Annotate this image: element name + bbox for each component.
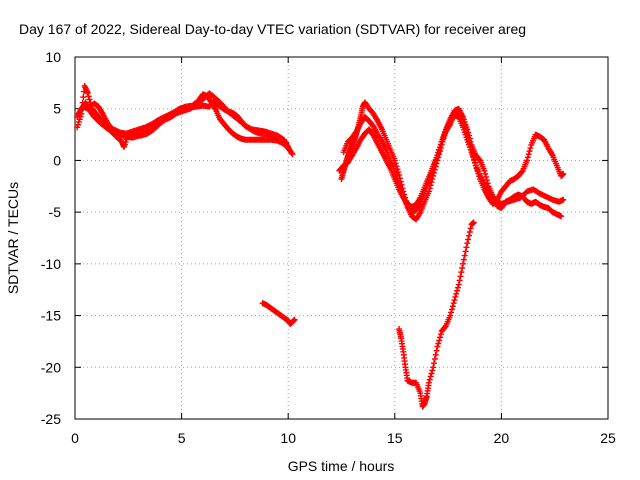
data-point: [447, 312, 454, 319]
data-point: [457, 273, 464, 280]
data-point: [448, 309, 455, 316]
data-point: [442, 323, 449, 330]
data-point: [465, 236, 472, 243]
y-tick-label: -10: [41, 256, 61, 272]
x-tick-label: 0: [71, 430, 79, 446]
data-point: [523, 157, 530, 164]
data-point: [448, 306, 455, 313]
data-point: [429, 367, 436, 374]
x-tick-label: 10: [280, 430, 296, 446]
series-trace-8: [396, 219, 477, 410]
data-point: [459, 264, 466, 271]
data-point: [289, 151, 296, 158]
data-point: [450, 300, 457, 307]
data-point: [392, 160, 399, 167]
series-trace-6: [340, 107, 567, 216]
data-point: [84, 90, 91, 97]
data-point: [281, 139, 288, 146]
data-point: [436, 337, 443, 344]
data-point: [285, 143, 292, 150]
data-point: [430, 364, 437, 371]
data-point: [463, 244, 470, 251]
data-point: [290, 317, 297, 324]
x-tick-labels: 0 5 10 15 20 25: [71, 430, 616, 446]
data-point: [80, 94, 87, 101]
data-point: [560, 170, 567, 177]
data-point: [454, 284, 461, 291]
y-tick-labels: -25 -20 -15 -10 -5 0 5 10: [41, 49, 61, 427]
data-point: [436, 334, 443, 341]
y-tick-label: -5: [49, 204, 62, 220]
data-point: [451, 297, 458, 304]
data-point: [456, 277, 463, 284]
y-tick-label: -25: [41, 411, 61, 427]
data-point: [464, 240, 471, 247]
y-tick-label: -15: [41, 308, 61, 324]
data-point: [453, 290, 460, 297]
data-point: [85, 93, 92, 100]
data-point: [435, 340, 442, 347]
series-trace-3: [74, 90, 290, 146]
data-point: [482, 170, 489, 177]
data-point: [481, 167, 488, 174]
data-point: [558, 213, 565, 220]
data-point: [483, 177, 490, 184]
data-point: [437, 331, 444, 338]
data-point: [527, 145, 534, 152]
data-point: [560, 196, 567, 203]
data-points: [74, 82, 567, 410]
data-point: [455, 281, 462, 288]
data-point: [483, 173, 490, 180]
data-point: [526, 148, 533, 155]
data-point: [434, 343, 441, 350]
data-point: [461, 252, 468, 259]
data-point: [460, 260, 467, 267]
data-point: [467, 225, 474, 232]
plot-frame: [74, 56, 609, 420]
data-point: [525, 151, 532, 158]
y-tick-label: -20: [41, 359, 61, 375]
y-tick-label: 5: [53, 101, 61, 117]
data-point: [462, 248, 469, 255]
data-point: [432, 351, 439, 358]
chart-title: Day 167 of 2022, Sidereal Day-to-day VTE…: [19, 21, 526, 37]
data-point: [427, 373, 434, 380]
data-point: [288, 149, 295, 156]
series-trace-4: [259, 300, 298, 327]
x-tick-label: 5: [178, 430, 186, 446]
x-tick-label: 25: [600, 430, 616, 446]
data-point: [452, 293, 459, 300]
data-point: [470, 219, 477, 226]
data-point: [466, 229, 473, 236]
data-point: [449, 303, 456, 310]
data-point: [465, 232, 472, 239]
data-point: [291, 316, 298, 323]
axis-ticks: [74, 56, 609, 420]
data-point: [431, 360, 438, 367]
data-point: [433, 347, 440, 354]
x-axis-label: GPS time / hours: [288, 458, 395, 474]
data-point: [476, 156, 483, 163]
data-point: [426, 376, 433, 383]
data-point: [425, 379, 432, 386]
data-point: [454, 287, 461, 294]
data-point: [458, 269, 465, 276]
data-point: [460, 256, 467, 263]
x-tick-label: 15: [387, 430, 403, 446]
y-tick-label: 0: [53, 152, 61, 168]
grid-lines: [75, 57, 608, 419]
data-point: [86, 96, 93, 103]
y-tick-label: 10: [45, 49, 61, 65]
data-point: [428, 370, 435, 377]
data-point: [524, 154, 531, 161]
data-point: [283, 139, 290, 146]
data-point: [431, 356, 438, 363]
y-axis-label: SDTVAR / TECUs: [5, 182, 21, 294]
x-tick-label: 20: [494, 430, 510, 446]
series-trace-7: [336, 111, 567, 210]
data-point: [518, 168, 525, 175]
